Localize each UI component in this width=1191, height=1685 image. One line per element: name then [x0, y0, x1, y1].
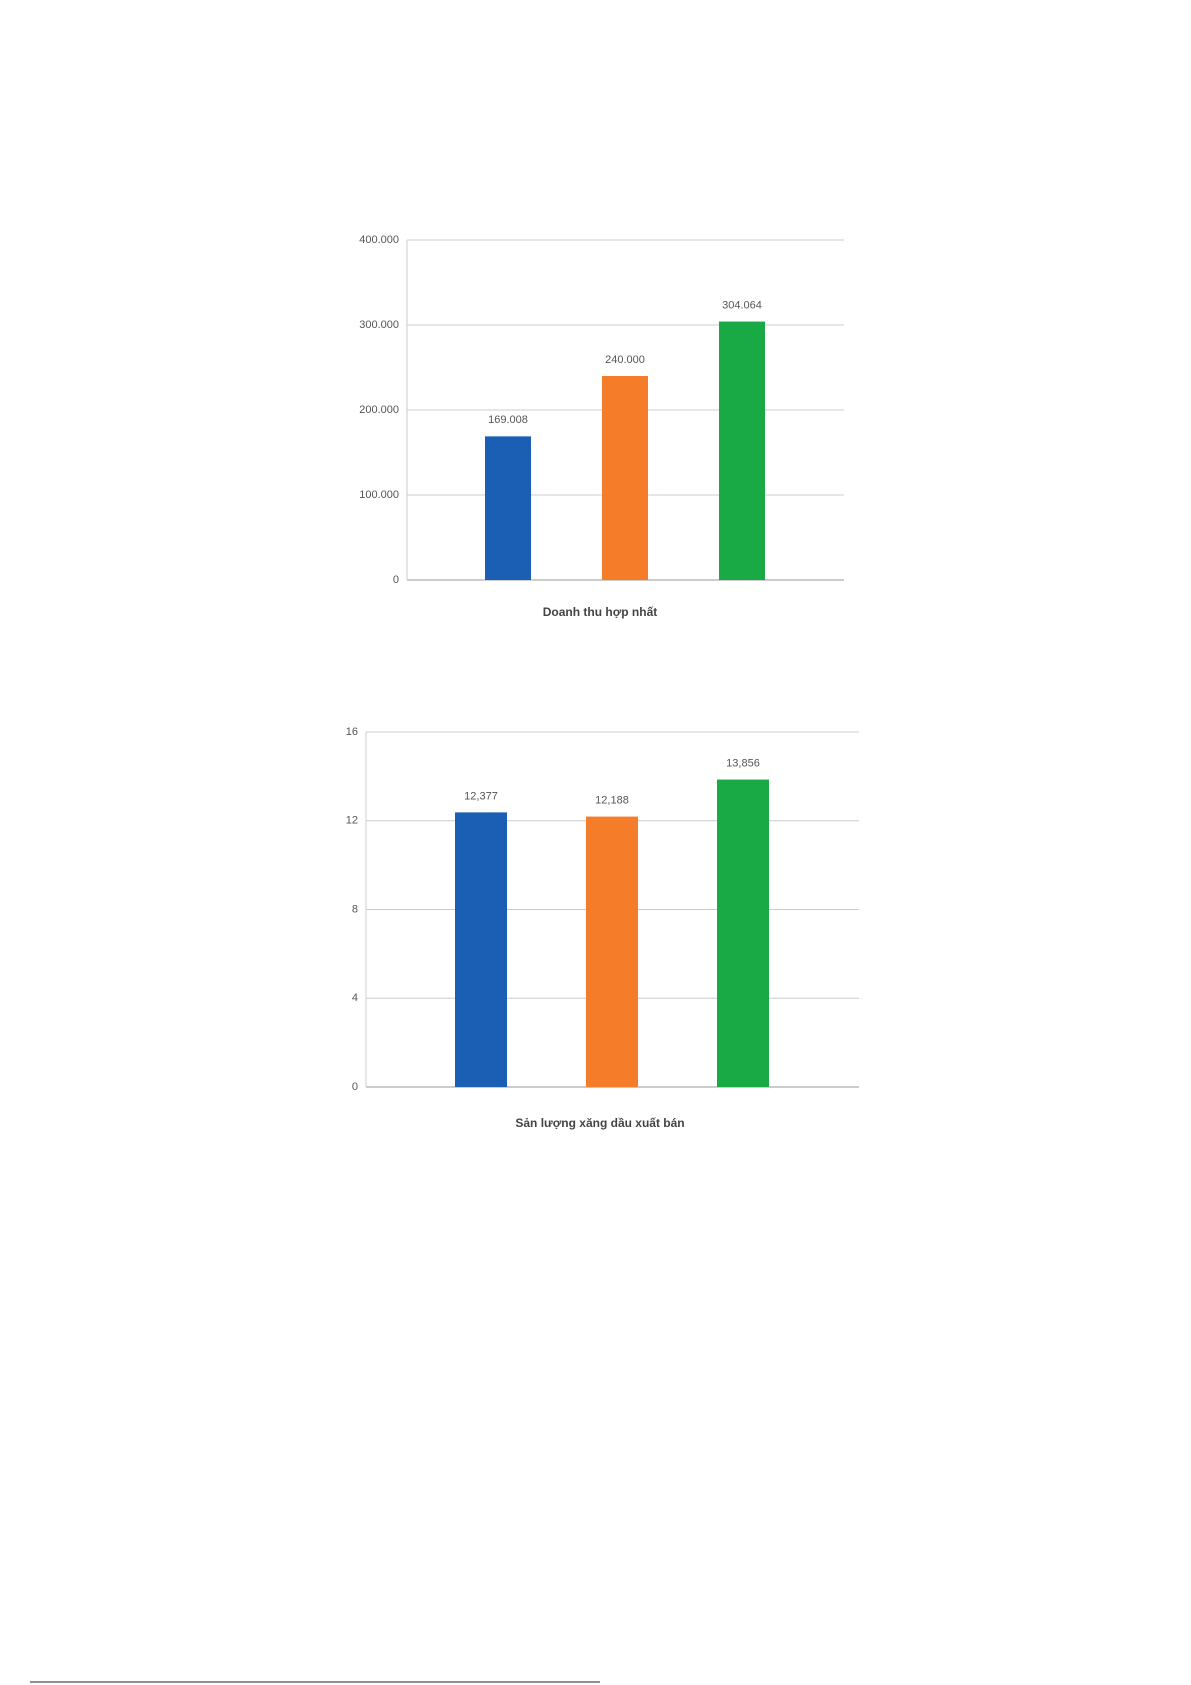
y-tick-label: 16 [346, 726, 358, 738]
y-tick-label: 0 [393, 574, 399, 586]
bar [586, 816, 638, 1087]
value-label: 304.064 [722, 299, 762, 311]
y-tick-label: 200.000 [359, 404, 399, 416]
y-tick-label: 12 [346, 815, 358, 827]
y-tick-label: 8 [352, 903, 358, 915]
y-tick-label: 100.000 [359, 489, 399, 501]
x-axis-label: Doanh thu hợp nhất [543, 605, 658, 619]
value-label: 240.000 [605, 354, 645, 366]
bar [602, 376, 648, 580]
y-tick-label: 400.000 [359, 234, 399, 246]
value-label: 12,188 [595, 794, 629, 806]
bar [455, 812, 507, 1087]
value-label: 169.008 [488, 414, 528, 426]
value-label: 13,856 [726, 757, 760, 769]
value-label: 12,377 [464, 790, 498, 802]
y-tick-label: 300.000 [359, 319, 399, 331]
bar [717, 779, 769, 1087]
bar [719, 321, 765, 580]
y-tick-label: 4 [352, 992, 358, 1004]
bar [485, 436, 531, 580]
x-axis-label: Sản lượng xăng dầu xuất bán [515, 1116, 684, 1130]
y-tick-label: 0 [352, 1081, 358, 1093]
